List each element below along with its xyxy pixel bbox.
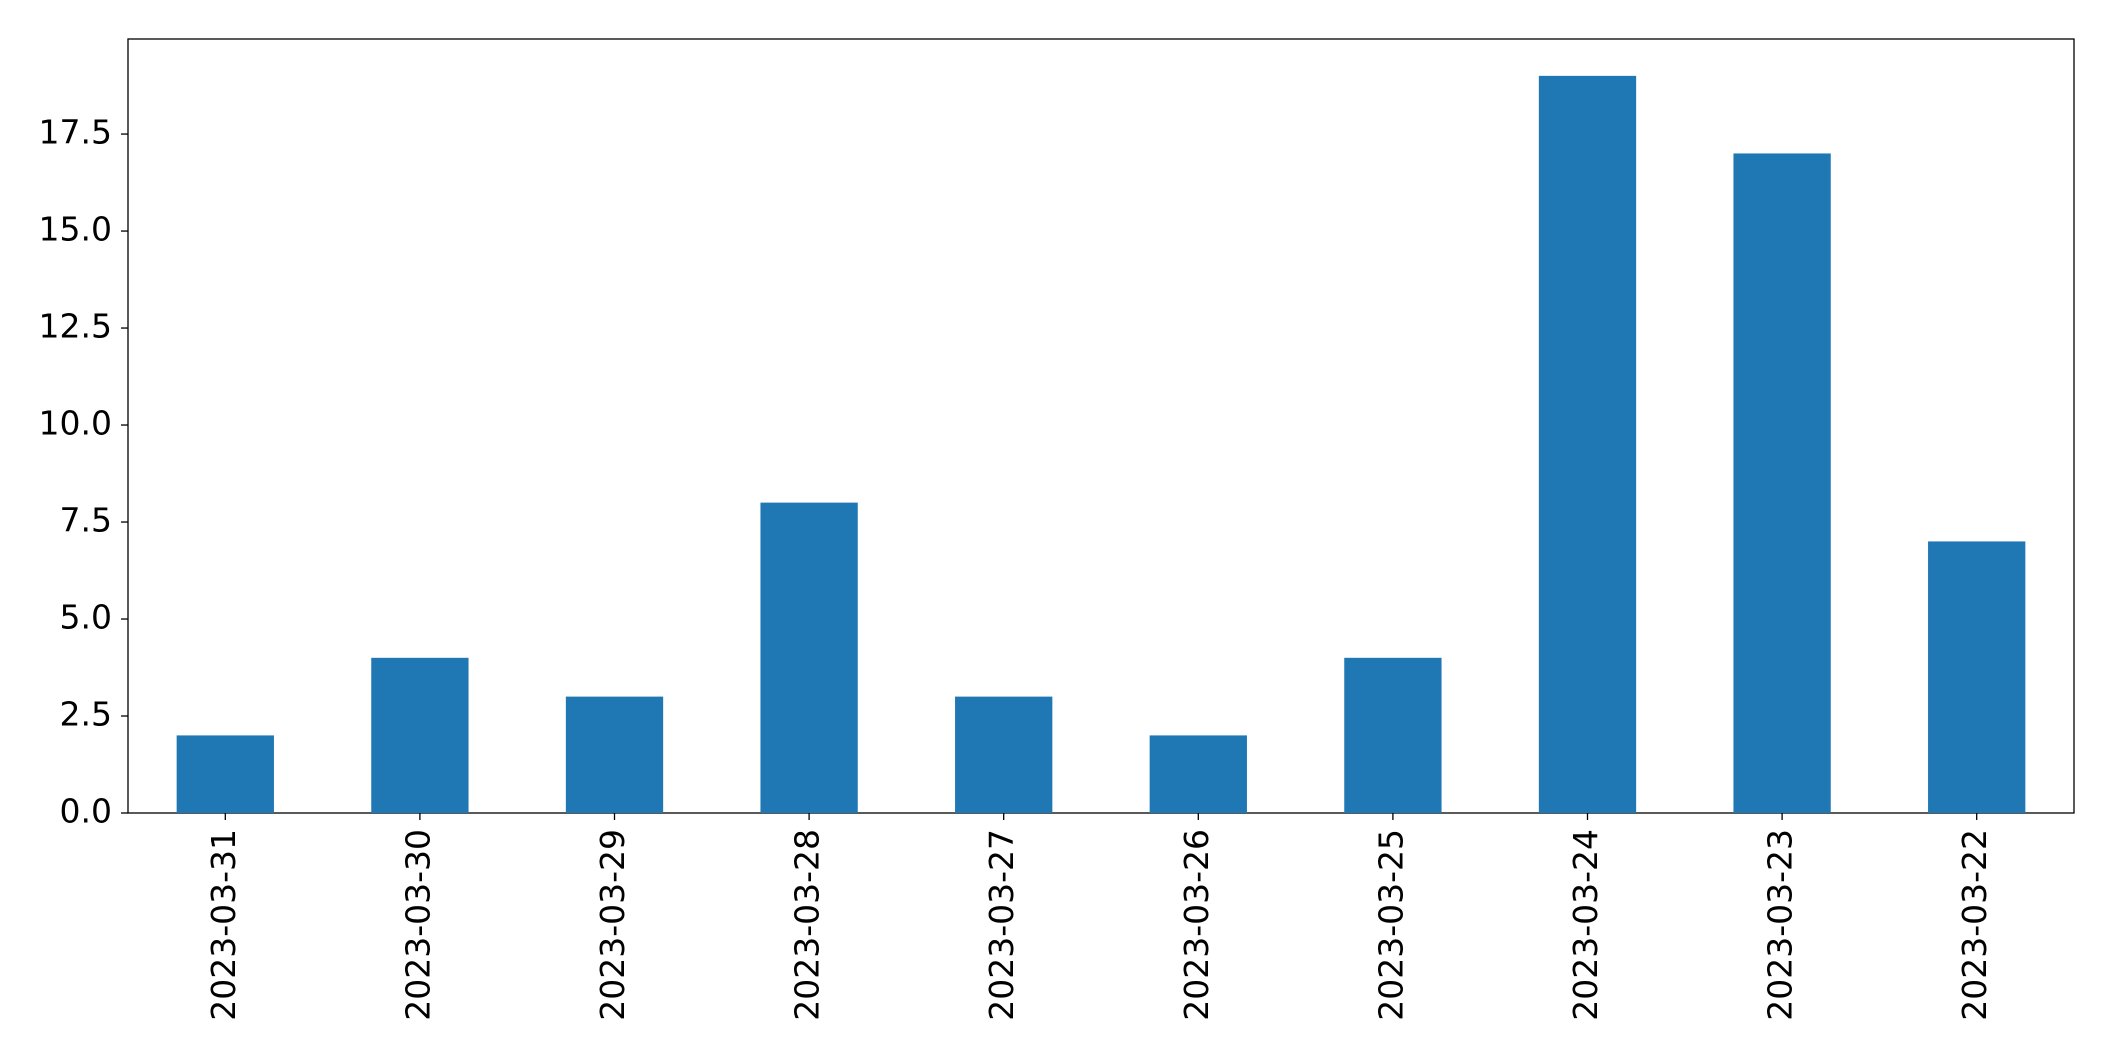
x-tick-label: 2023-03-29: [593, 829, 632, 1021]
y-tick-label: 10.0: [39, 404, 112, 443]
bar: [1928, 541, 2026, 813]
bar: [565, 696, 664, 813]
x-tick-label: 2023-03-27: [982, 829, 1021, 1021]
x-tick-label: 2023-03-28: [788, 829, 827, 1021]
x-tick-label: 2023-03-30: [398, 829, 437, 1021]
y-tick-label: 0.0: [60, 792, 112, 831]
bar: [955, 696, 1053, 813]
x-tick-label: 2023-03-23: [1761, 829, 1800, 1021]
bar: [176, 735, 274, 813]
x-tick-label: 2023-03-24: [1566, 829, 1605, 1021]
y-tick-label: 7.5: [60, 501, 112, 540]
x-tick-label: 2023-03-26: [1177, 829, 1216, 1021]
y-tick-label: 15.0: [39, 210, 112, 249]
y-tick-label: 5.0: [60, 598, 112, 637]
bar: [1733, 153, 1831, 814]
bar: [1344, 657, 1442, 813]
plot-frame: [127, 38, 2075, 814]
bar: [1538, 75, 1637, 814]
x-tick-label: 2023-03-31: [204, 829, 243, 1021]
bar: [1149, 735, 1247, 813]
bar: [371, 657, 469, 813]
y-tick-label: 2.5: [60, 695, 112, 734]
y-tick-label: 17.5: [39, 113, 112, 152]
bar: [760, 502, 858, 813]
x-tick-label: 2023-03-22: [1955, 829, 1994, 1021]
y-tick-label: 12.5: [39, 307, 112, 346]
x-tick-label: 2023-03-25: [1371, 829, 1410, 1021]
